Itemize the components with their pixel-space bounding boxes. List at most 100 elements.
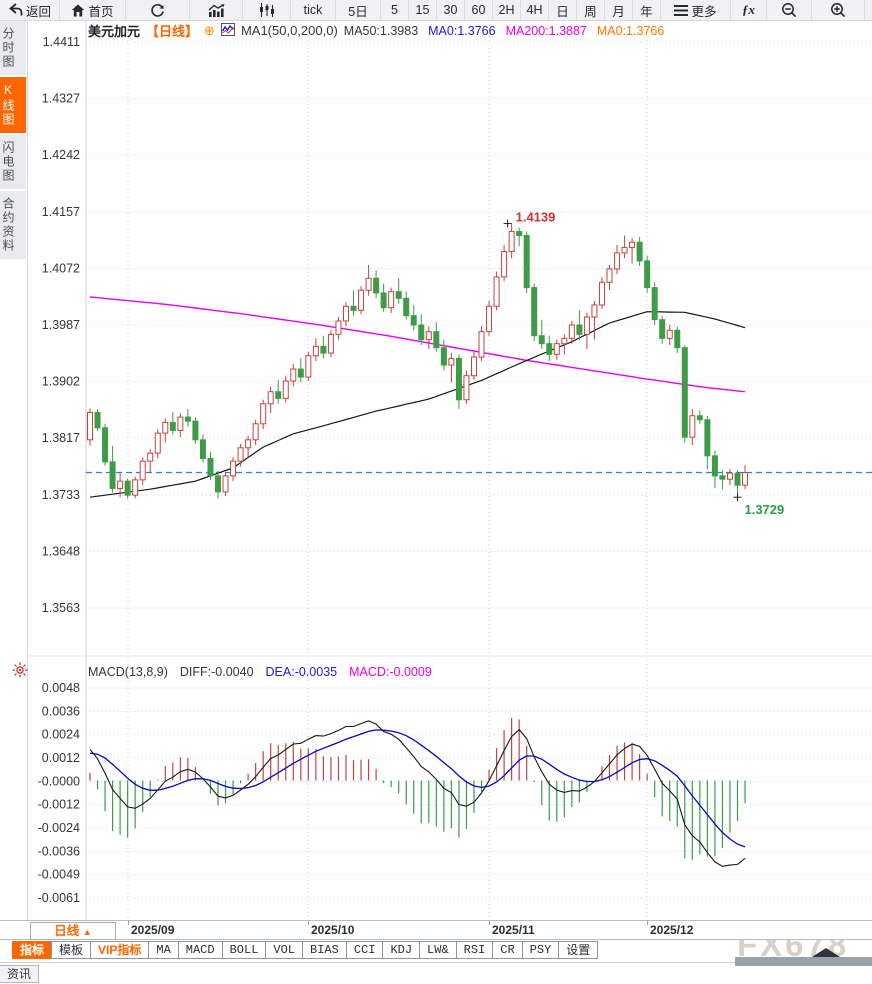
chart-type-candle-button[interactable] xyxy=(243,0,291,20)
tab-ma[interactable]: MA xyxy=(148,941,179,959)
macd-tick-label: 0.0036 xyxy=(42,704,80,718)
tab-kdj[interactable]: KDJ xyxy=(382,941,421,959)
macd-tick-label: -0.0024 xyxy=(38,821,80,835)
candle xyxy=(184,416,191,422)
x-axis-month-label: 2025/12 xyxy=(650,923,694,937)
chart-type-bar-button[interactable] xyxy=(190,0,243,20)
tab-cr[interactable]: CR xyxy=(492,941,523,959)
interval-tick-button[interactable]: tick xyxy=(291,0,336,20)
interval-year-button[interactable]: 年 xyxy=(633,0,661,20)
interval-15m-button[interactable]: 15 xyxy=(409,0,437,20)
add-overlay-icon[interactable]: ⊕ xyxy=(204,22,215,38)
tab-macd[interactable]: MACD xyxy=(177,941,223,959)
tab-lwr[interactable]: LW& xyxy=(419,941,457,959)
interval-30m-button[interactable]: 30 xyxy=(437,0,465,20)
candle xyxy=(614,252,621,270)
period-selector[interactable]: 日线 ▲ xyxy=(30,922,116,940)
sidebar-item-timeshare[interactable]: 分时图 xyxy=(0,21,26,75)
x-axis-month-label: 2025/09 xyxy=(131,923,175,937)
sidebar-item-kline[interactable]: K线图 xyxy=(0,77,26,133)
ma50-line xyxy=(89,311,746,498)
zoom-in-button[interactable] xyxy=(812,0,865,20)
x-axis-month-label: 2025/10 xyxy=(311,923,355,937)
formula-button[interactable]: ƒx xyxy=(731,0,767,20)
toolbar-label: 15 xyxy=(415,3,430,17)
candle xyxy=(207,457,214,477)
interval-week-button[interactable]: 周 xyxy=(577,0,605,20)
interval-day-button[interactable]: 日 xyxy=(549,0,577,20)
candle xyxy=(501,251,508,278)
candle xyxy=(260,403,267,425)
news-tab[interactable]: 资讯 xyxy=(0,965,39,983)
interval-5m-button[interactable]: 5 xyxy=(381,0,409,20)
toolbar-label: 首页 xyxy=(88,4,114,19)
candle xyxy=(659,319,666,339)
interval-4h-button[interactable]: 4H xyxy=(521,0,549,20)
toolbar-label: 60 xyxy=(471,3,486,17)
candle xyxy=(154,432,161,454)
tab-psy[interactable]: PSY xyxy=(521,941,560,959)
candle xyxy=(561,337,568,345)
candle xyxy=(297,368,304,378)
tab-settings[interactable]: 设置 xyxy=(558,941,599,959)
candle xyxy=(388,291,395,309)
candle xyxy=(214,475,221,493)
indicator-settings-icon[interactable] xyxy=(12,662,28,683)
candle xyxy=(199,439,206,459)
price-tick-label: 1.3563 xyxy=(42,601,80,615)
indicator-chart-icon xyxy=(220,22,235,39)
candle xyxy=(576,324,583,335)
interval-5d-button[interactable]: 5日 xyxy=(336,0,381,20)
candle xyxy=(644,260,651,289)
candle xyxy=(418,324,425,341)
interval-month-button[interactable]: 月 xyxy=(605,0,633,20)
more-button[interactable]: 更多 xyxy=(661,0,731,20)
macd-tick-label: 0.0048 xyxy=(42,681,80,695)
candle xyxy=(696,415,703,421)
scroll-up-arrow-icon[interactable] xyxy=(812,948,840,957)
bottom-strip: 资讯 xyxy=(0,962,872,984)
candle xyxy=(290,368,297,382)
candle xyxy=(674,329,681,349)
price-tick-label: 1.3987 xyxy=(42,318,80,332)
candle xyxy=(629,241,636,249)
candle xyxy=(448,357,455,366)
refresh-button[interactable] xyxy=(126,0,190,20)
price-tick-label: 1.3648 xyxy=(42,544,80,558)
candle xyxy=(591,304,598,318)
candle xyxy=(192,420,199,441)
tab-templates[interactable]: 模板 xyxy=(51,941,92,959)
candle xyxy=(350,305,357,311)
tab-boll[interactable]: BOLL xyxy=(221,941,267,959)
toolbar-label: 30 xyxy=(443,3,458,17)
candle xyxy=(117,480,124,490)
chart-type-sidebar: 分时图 K线图 闪电图 合约资料 xyxy=(0,21,28,920)
formula-icon: ƒx xyxy=(742,2,755,17)
zoom-out-button[interactable] xyxy=(767,0,812,20)
tab-cci[interactable]: CCI xyxy=(345,941,384,959)
tab-indicators[interactable]: 指标 xyxy=(12,941,53,959)
high-price-label: 1.4139 xyxy=(516,210,556,225)
candle xyxy=(109,461,116,490)
candle xyxy=(87,411,93,441)
home-button[interactable]: 首页 xyxy=(60,0,126,20)
candle xyxy=(681,347,688,438)
horizontal-scrollbar[interactable] xyxy=(735,957,872,966)
tab-bias[interactable]: BIAS xyxy=(302,941,347,959)
candle xyxy=(147,452,154,462)
sidebar-item-contract-info[interactable]: 合约资料 xyxy=(0,191,26,259)
tab-rsi[interactable]: RSI xyxy=(455,941,494,959)
tab-vip-indicators[interactable]: VIP指标 xyxy=(90,941,150,959)
back-button[interactable]: 返回 xyxy=(0,0,60,20)
sidebar-item-lightning[interactable]: 闪电图 xyxy=(0,135,26,189)
macd-values: DIFF:-0.0040 DEA:-0.0035 MACD:-0.0009 xyxy=(180,665,432,679)
candle xyxy=(704,419,711,457)
macd-value-2: MACD:-0.0009 xyxy=(349,665,432,679)
interval-60m-button[interactable]: 60 xyxy=(465,0,493,20)
candle xyxy=(177,416,184,431)
toolbar-label: 周 xyxy=(584,4,597,19)
interval-2h-button[interactable]: 2H xyxy=(493,0,521,20)
tab-vol[interactable]: VOL xyxy=(265,941,304,959)
